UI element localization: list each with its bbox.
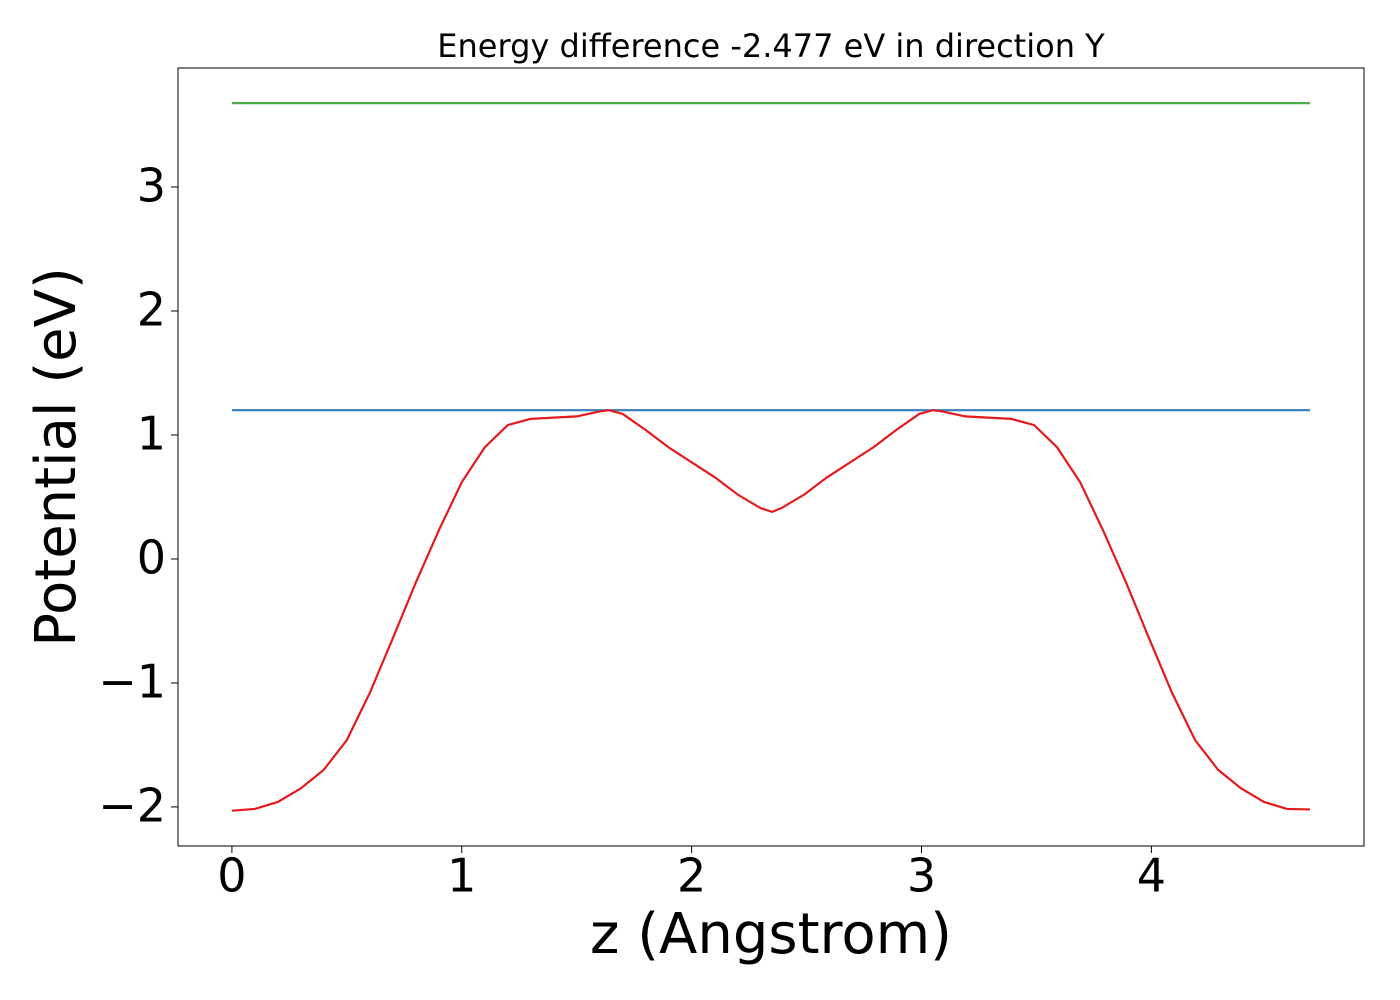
- y-tick-label: 2: [137, 283, 166, 337]
- x-tick-label: 1: [447, 849, 476, 903]
- y-tick-label: −1: [98, 654, 166, 708]
- plot-frame: [177, 67, 1365, 847]
- x-tick-label: 3: [907, 849, 936, 903]
- x-tick-label: 2: [677, 849, 706, 903]
- y-tick-label: 1: [137, 406, 166, 460]
- x-axis-label: z (Angstrom): [590, 902, 952, 967]
- y-tick-label: 3: [137, 159, 166, 213]
- chart-title: Energy difference -2.477 eV in direction…: [437, 27, 1105, 65]
- y-tick-label: −2: [98, 778, 166, 832]
- x-tick-label: 4: [1137, 849, 1166, 903]
- y-axis-label: Potential (eV): [24, 267, 89, 647]
- data-line: [231, 409, 1311, 812]
- y-tick-label: 0: [137, 530, 166, 584]
- x-tick-label: 0: [217, 849, 246, 903]
